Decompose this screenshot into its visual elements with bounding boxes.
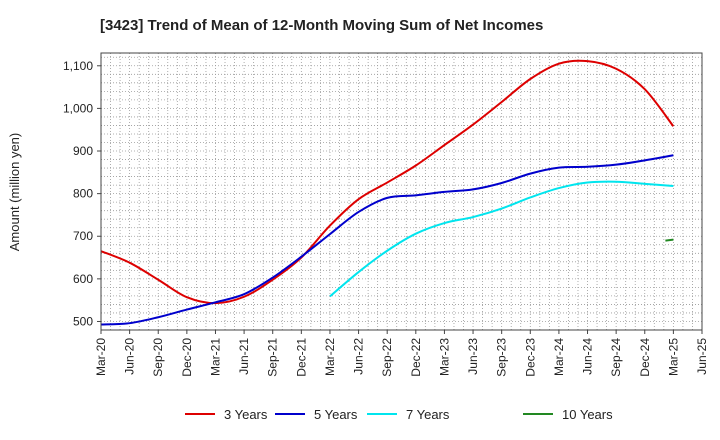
y-tick-label: 500 — [73, 314, 93, 328]
x-tick-label: Mar-24 — [552, 338, 566, 376]
x-tick-label: Jun-23 — [466, 338, 480, 375]
x-tick-label: Dec-21 — [294, 338, 308, 377]
chart-title: [3423] Trend of Mean of 12-Month Moving … — [100, 17, 543, 34]
series-line-10-years — [665, 238, 674, 242]
x-tick-label: Dec-23 — [523, 338, 537, 377]
plot-area-frame — [100, 52, 703, 331]
x-axis-ticks: Mar-20 Jun-20 Sep-20 Dec-20 Mar-21 Jun-21 Sep-… — [94, 330, 709, 377]
x-tick-label: Mar-22 — [323, 338, 337, 376]
series-lines — [100, 59, 675, 326]
x-tick-label: Jun-22 — [352, 338, 366, 375]
x-tick-label: Jun-21 — [237, 338, 251, 375]
series-line-7-years — [329, 180, 674, 298]
x-tick-label: Mar-23 — [437, 338, 451, 376]
x-tick-label: Jun-25 — [695, 338, 709, 375]
x-tick-label: Mar-21 — [208, 338, 222, 376]
y-tick-label: 600 — [73, 272, 93, 286]
y-tick-label: 800 — [73, 187, 93, 201]
y-axis-ticks: 500 600 700 800 900 1,000 1,100 — [63, 59, 101, 328]
legend-label-3-years: 3 Years — [224, 407, 268, 422]
y-axis-label: Amount (million yen) — [7, 133, 22, 252]
x-tick-label: Sep-24 — [609, 338, 623, 377]
legend-label-5-years: 5 Years — [314, 407, 358, 422]
grid — [101, 53, 702, 330]
legend: 3 Years 5 Years 7 Years 10 Years — [185, 407, 613, 422]
x-tick-label: Jun-20 — [123, 338, 137, 375]
legend-label-7-years: 7 Years — [406, 407, 450, 422]
x-tick-label: Dec-20 — [180, 338, 194, 377]
x-tick-label: Mar-20 — [94, 338, 108, 376]
y-tick-label: 900 — [73, 144, 93, 158]
series-line-3-years — [100, 59, 675, 305]
x-tick-label: Jun-24 — [581, 338, 595, 375]
series-line-5-years — [100, 154, 674, 326]
x-tick-label: Sep-23 — [495, 338, 509, 377]
x-tick-label: Sep-21 — [266, 338, 280, 377]
x-tick-label: Dec-24 — [638, 338, 652, 377]
y-tick-label: 1,000 — [63, 101, 93, 115]
y-tick-label: 700 — [73, 229, 93, 243]
x-tick-label: Mar-25 — [666, 338, 680, 376]
legend-label-10-years: 10 Years — [562, 407, 613, 422]
y-tick-label: 1,100 — [63, 59, 93, 73]
x-tick-label: Sep-20 — [151, 338, 165, 377]
x-tick-label: Dec-22 — [409, 338, 423, 377]
x-tick-label: Sep-22 — [380, 338, 394, 377]
